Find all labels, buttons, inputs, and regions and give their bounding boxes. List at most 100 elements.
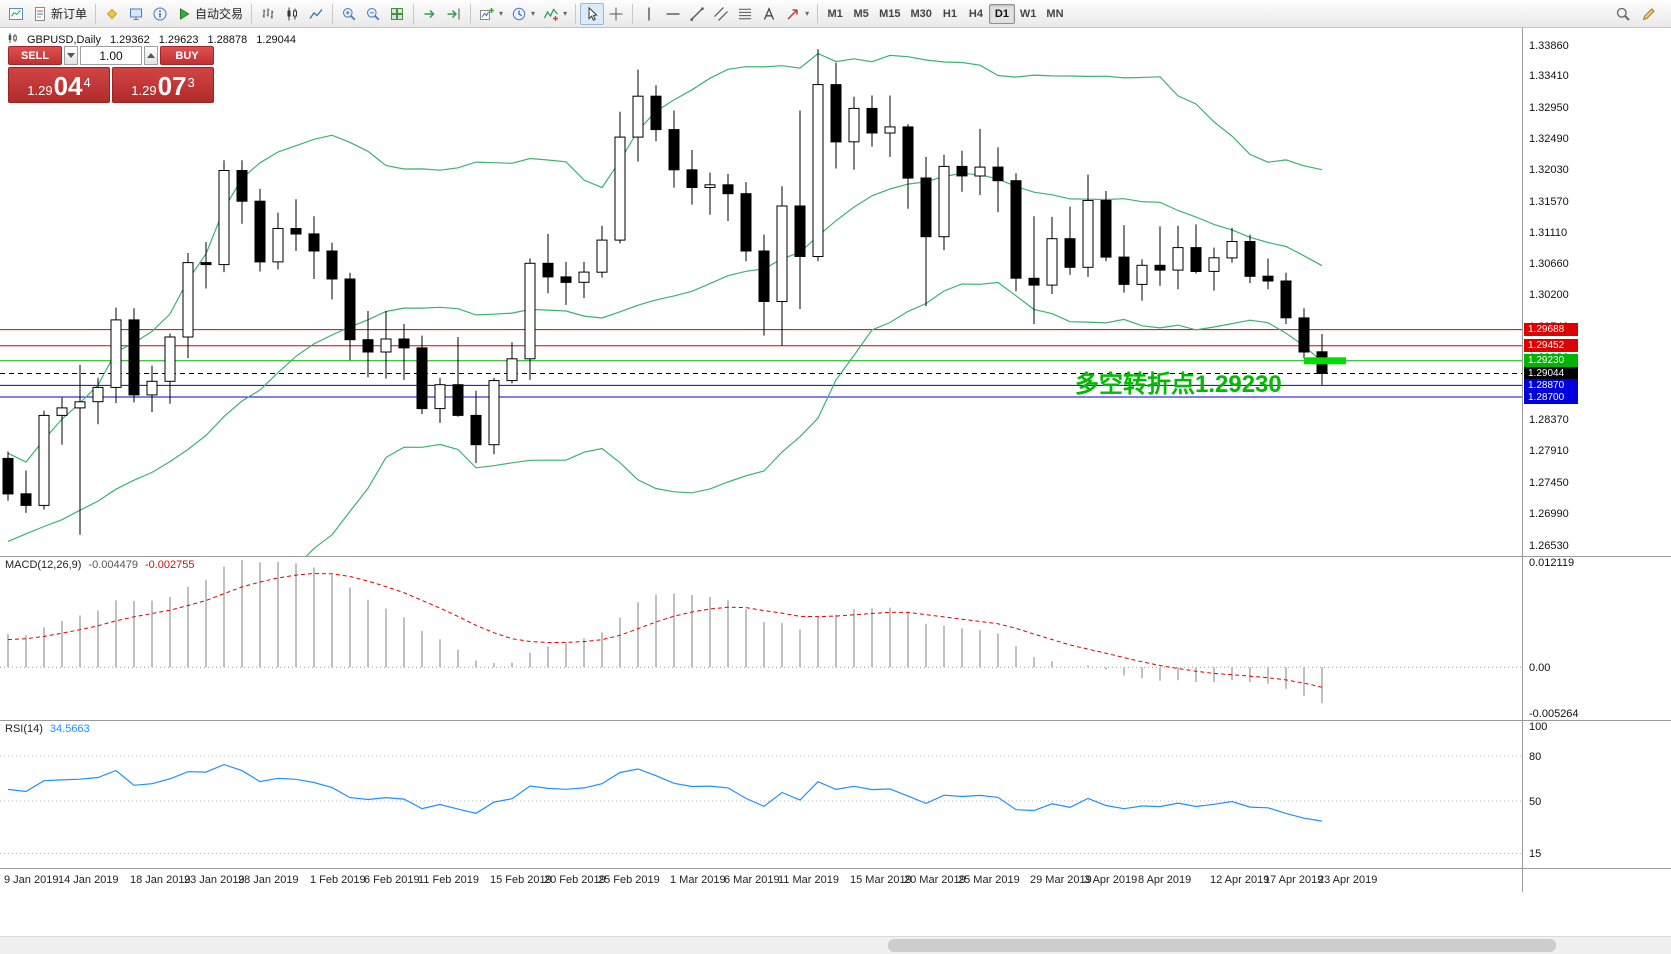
pane-separator[interactable] [0, 720, 1671, 721]
info-icon [152, 6, 168, 22]
scrollbar-thumb[interactable] [888, 939, 1556, 952]
price-level-label[interactable]: 1.29230 [1524, 354, 1578, 368]
volume-up-button[interactable] [144, 46, 158, 65]
timeframe-mn[interactable]: MN [1046, 7, 1064, 20]
horizontal-line-button[interactable] [661, 3, 685, 25]
periods-button[interactable]: ▾ [507, 3, 539, 25]
macd-label-row: MACD(12,26,9) -0.004479 -0.002755 [5, 559, 195, 571]
toolbar-right-group [1611, 3, 1667, 25]
price-chart[interactable]: GBPUSD,Daily 1.29362 1.29623 1.28878 1.2… [0, 28, 1522, 556]
quick-edit-icon[interactable] [1637, 3, 1661, 25]
timeframe-m1[interactable]: M1 [827, 7, 843, 20]
timeframe-d1[interactable]: D1 [988, 3, 1015, 24]
one-click-trading-panel: SELL 1.00 BUY 1.29 04 4 1.29 07 3 [8, 46, 214, 103]
candles-layer[interactable] [2, 49, 1328, 535]
chart-shift-button[interactable] [442, 3, 466, 25]
price-axis-label: 1.26530 [1529, 539, 1569, 552]
date-axis-label: 20 Mar 2019 [904, 874, 966, 886]
date-axis-label: 8 Apr 2019 [1138, 874, 1192, 886]
timeframe-h1[interactable]: H1 [942, 7, 957, 20]
buy-price-big-figure: 1.29 [131, 83, 157, 98]
buy-price-pips: 07 [157, 71, 187, 101]
price-level-label[interactable]: 1.28870 [1524, 378, 1578, 392]
price-level-label[interactable]: 1.29044 [1524, 367, 1578, 380]
macd-histogram [7, 560, 1323, 704]
chart-window-icon[interactable] [4, 3, 28, 25]
new-order-button[interactable]: 新订单 [28, 3, 91, 25]
macd-signal-line [7, 572, 1323, 688]
rsi-axis-label: 100 [1529, 720, 1548, 733]
pivot-marker[interactable] [1304, 357, 1346, 365]
hline-icon [665, 6, 681, 22]
rsi-axis-label: 15 [1529, 848, 1542, 860]
fibonacci-button[interactable] [733, 3, 757, 25]
date-axis-label: 6 Mar 2019 [724, 874, 780, 886]
linechart-icon [308, 6, 324, 22]
price-axis-label: 1.27910 [1529, 445, 1569, 458]
toolbar-separator [332, 3, 334, 24]
arrowtool-icon [785, 6, 801, 22]
timeframe-h4[interactable]: H4 [968, 7, 983, 20]
market-watch-button[interactable] [124, 3, 148, 25]
monitor-icon [128, 6, 144, 22]
timeframe-m15[interactable]: M15 [879, 7, 901, 20]
volume-field[interactable]: 1.00 [80, 46, 142, 65]
tile-windows-button[interactable] [385, 3, 409, 25]
date-axis-label: 1 Mar 2019 [670, 874, 726, 886]
date-axis[interactable]: 9 Jan 2019 14 Jan 2019 18 Jan 2019 23 Jan 2… [0, 868, 1522, 892]
price-scale[interactable]: 1.33860 1.33410 1.32950 1.32490 1.32030 1.315… [1522, 28, 1671, 892]
sell-price-panel[interactable]: 1.29 04 4 [8, 67, 110, 103]
zoomout-icon [365, 6, 381, 22]
metaeditor-button[interactable] [100, 3, 124, 25]
price-level-label[interactable]: 1.28700 [1524, 390, 1578, 404]
text-label-button[interactable] [757, 3, 781, 25]
triangle-up-icon [147, 53, 155, 58]
pivot-annotation-text[interactable]: 多空转折点1.29230 [1075, 371, 1282, 398]
fibo-icon [737, 6, 753, 22]
volume-down-button[interactable] [64, 46, 78, 65]
crosshair-button[interactable] [604, 3, 628, 25]
buy-button[interactable]: BUY [160, 46, 214, 65]
price-level-label[interactable]: 1.29688 [1524, 323, 1578, 337]
zoom-out-button[interactable] [361, 3, 385, 25]
toolbar: 新订单 自动交易 ▾ ▾ ▾ ▾ M1 M5 M15 M30 H1 H4 D1 W1 MN [0, 0, 1671, 28]
price-axis-label: 1.32950 [1529, 101, 1569, 114]
rsi-panel[interactable]: RSI(14) 34.5663 [0, 720, 1522, 868]
timeframe-w1[interactable]: W1 [1019, 7, 1037, 20]
pane-separator [0, 868, 1671, 869]
candlestick-chart-button[interactable] [280, 3, 304, 25]
timeframe-m30[interactable]: M30 [910, 7, 932, 20]
autotrading-button[interactable]: 自动交易 [172, 3, 247, 25]
price-level-label[interactable]: 1.29452 [1524, 339, 1578, 353]
vertical-line-button[interactable] [637, 3, 661, 25]
channel-button[interactable] [709, 3, 733, 25]
search-icon[interactable] [1611, 3, 1635, 25]
sell-button[interactable]: SELL [8, 46, 62, 65]
date-axis-label: 23 Jan 2019 [184, 874, 245, 886]
arrows-button[interactable]: ▾ [781, 3, 813, 25]
cursor-button[interactable] [580, 2, 605, 25]
date-axis-label: 29 Mar 2019 [1030, 874, 1092, 886]
price-chart-canvas[interactable] [0, 28, 1522, 556]
toolbar-separator [413, 3, 415, 24]
macd-canvas[interactable] [0, 556, 1522, 720]
dropdown-arrow-icon: ▾ [805, 9, 810, 18]
timeframe-m5[interactable]: M5 [853, 7, 869, 20]
horizontal-scrollbar[interactable] [0, 936, 1671, 954]
trendline-button[interactable] [685, 3, 709, 25]
indicators-button[interactable]: ▾ [539, 3, 571, 25]
data-window-button[interactable] [148, 3, 172, 25]
macd-panel[interactable]: MACD(12,26,9) -0.004479 -0.002755 [0, 556, 1522, 720]
bar-chart-button[interactable] [256, 3, 280, 25]
buy-price-panel[interactable]: 1.29 07 3 [112, 67, 214, 103]
pane-separator[interactable] [0, 556, 1671, 557]
new-chart-button[interactable]: ▾ [475, 3, 507, 25]
rsi-axis-label: 50 [1529, 795, 1542, 808]
price-axis-label: 1.26990 [1529, 508, 1569, 521]
price-axis-label: 1.32490 [1529, 133, 1569, 145]
line-chart-button[interactable] [304, 3, 328, 25]
auto-scroll-button[interactable] [418, 3, 442, 25]
rsi-canvas[interactable] [0, 720, 1522, 868]
symbol-info-icon [6, 32, 18, 47]
zoom-in-button[interactable] [337, 3, 361, 25]
